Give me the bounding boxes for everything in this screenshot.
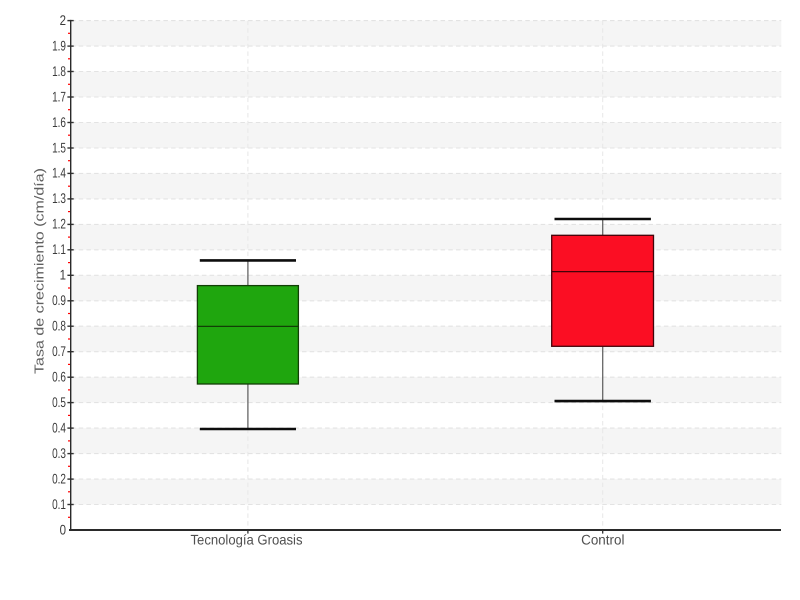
svg-text:0.8: 0.8 [52,318,66,334]
svg-text:0.1: 0.1 [52,496,66,512]
svg-text:2: 2 [60,12,67,28]
svg-text:0.4: 0.4 [52,419,66,435]
svg-text:1.5: 1.5 [52,139,66,155]
svg-text:0.5: 0.5 [52,394,66,410]
svg-text:1.1: 1.1 [52,241,66,257]
svg-text:1.6: 1.6 [52,114,66,130]
svg-text:Tecnología Groasis: Tecnología Groasis [191,531,303,547]
svg-text:0.7: 0.7 [52,343,66,359]
svg-text:0: 0 [60,521,67,537]
svg-text:Tasa de crecimiento (cm/día): Tasa de crecimiento (cm/día) [32,168,47,374]
svg-text:1.8: 1.8 [52,63,66,79]
svg-text:1.7: 1.7 [52,88,66,104]
svg-text:1.4: 1.4 [52,165,66,181]
svg-text:1: 1 [60,267,67,283]
svg-text:Control: Control [581,531,624,547]
svg-text:1.9: 1.9 [52,37,66,53]
svg-text:1.2: 1.2 [52,216,66,232]
svg-text:1.3: 1.3 [52,190,66,206]
svg-text:0.9: 0.9 [52,292,66,308]
svg-text:0.6: 0.6 [52,369,66,385]
svg-text:0.3: 0.3 [52,445,66,461]
svg-text:0.2: 0.2 [52,470,66,486]
